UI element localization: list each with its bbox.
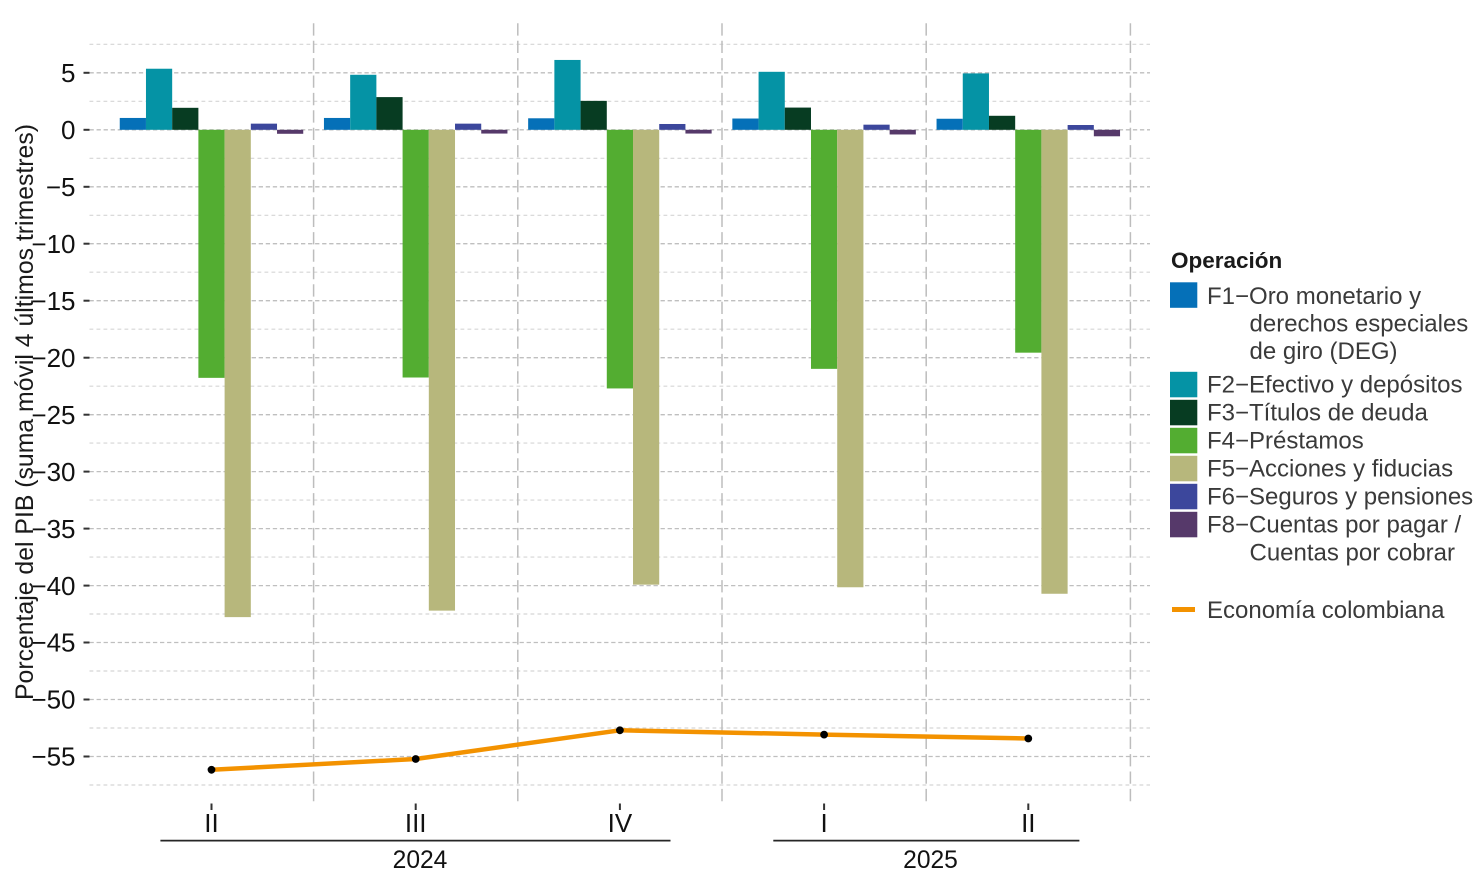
svg-text:I: I (820, 808, 827, 838)
svg-text:−35: −35 (31, 514, 75, 544)
svg-text:Cuentas por cobrar: Cuentas por cobrar (1250, 540, 1455, 567)
svg-text:−55: −55 (31, 742, 75, 772)
svg-text:Porcentaje del PIB (suma móvil: Porcentaje del PIB (suma móvil 4 últimos… (12, 124, 39, 700)
svg-text:Economía colombiana: Economía colombiana (1207, 597, 1445, 624)
svg-text:II: II (204, 808, 218, 838)
svg-text:II: II (1021, 808, 1035, 838)
svg-text:−20: −20 (31, 343, 75, 373)
svg-text:2024: 2024 (393, 847, 448, 874)
svg-text:F2−Efectivo y depósitos: F2−Efectivo y depósitos (1207, 372, 1462, 399)
svg-text:IV: IV (608, 808, 633, 838)
svg-text:−25: −25 (31, 400, 75, 430)
svg-text:0: 0 (61, 115, 75, 145)
svg-text:Operación: Operación (1171, 248, 1282, 273)
svg-text:F4−Préstamos: F4−Préstamos (1207, 428, 1364, 455)
svg-text:−15: −15 (31, 286, 75, 316)
svg-text:5: 5 (61, 58, 75, 88)
svg-text:2025: 2025 (903, 847, 958, 874)
svg-text:−10: −10 (31, 229, 75, 259)
svg-text:F6−Seguros y pensiones: F6−Seguros y pensiones (1207, 484, 1473, 511)
svg-text:−40: −40 (31, 571, 75, 601)
svg-text:−5: −5 (46, 172, 76, 202)
svg-text:−50: −50 (31, 685, 75, 715)
svg-text:−45: −45 (31, 628, 75, 658)
svg-text:III: III (405, 808, 427, 838)
svg-text:derechos especiales: derechos especiales (1250, 311, 1469, 338)
svg-text:−30: −30 (31, 457, 75, 487)
svg-text:F3−Títulos de deuda: F3−Títulos de deuda (1207, 400, 1428, 427)
svg-text:F5−Acciones y fiducias: F5−Acciones y fiducias (1207, 456, 1453, 483)
svg-text:F1−Oro monetario y: F1−Oro monetario y (1207, 283, 1421, 310)
svg-text:de giro (DEG): de giro (DEG) (1250, 338, 1398, 365)
svg-text:F8−Cuentas por pagar /: F8−Cuentas por pagar / (1207, 512, 1461, 539)
